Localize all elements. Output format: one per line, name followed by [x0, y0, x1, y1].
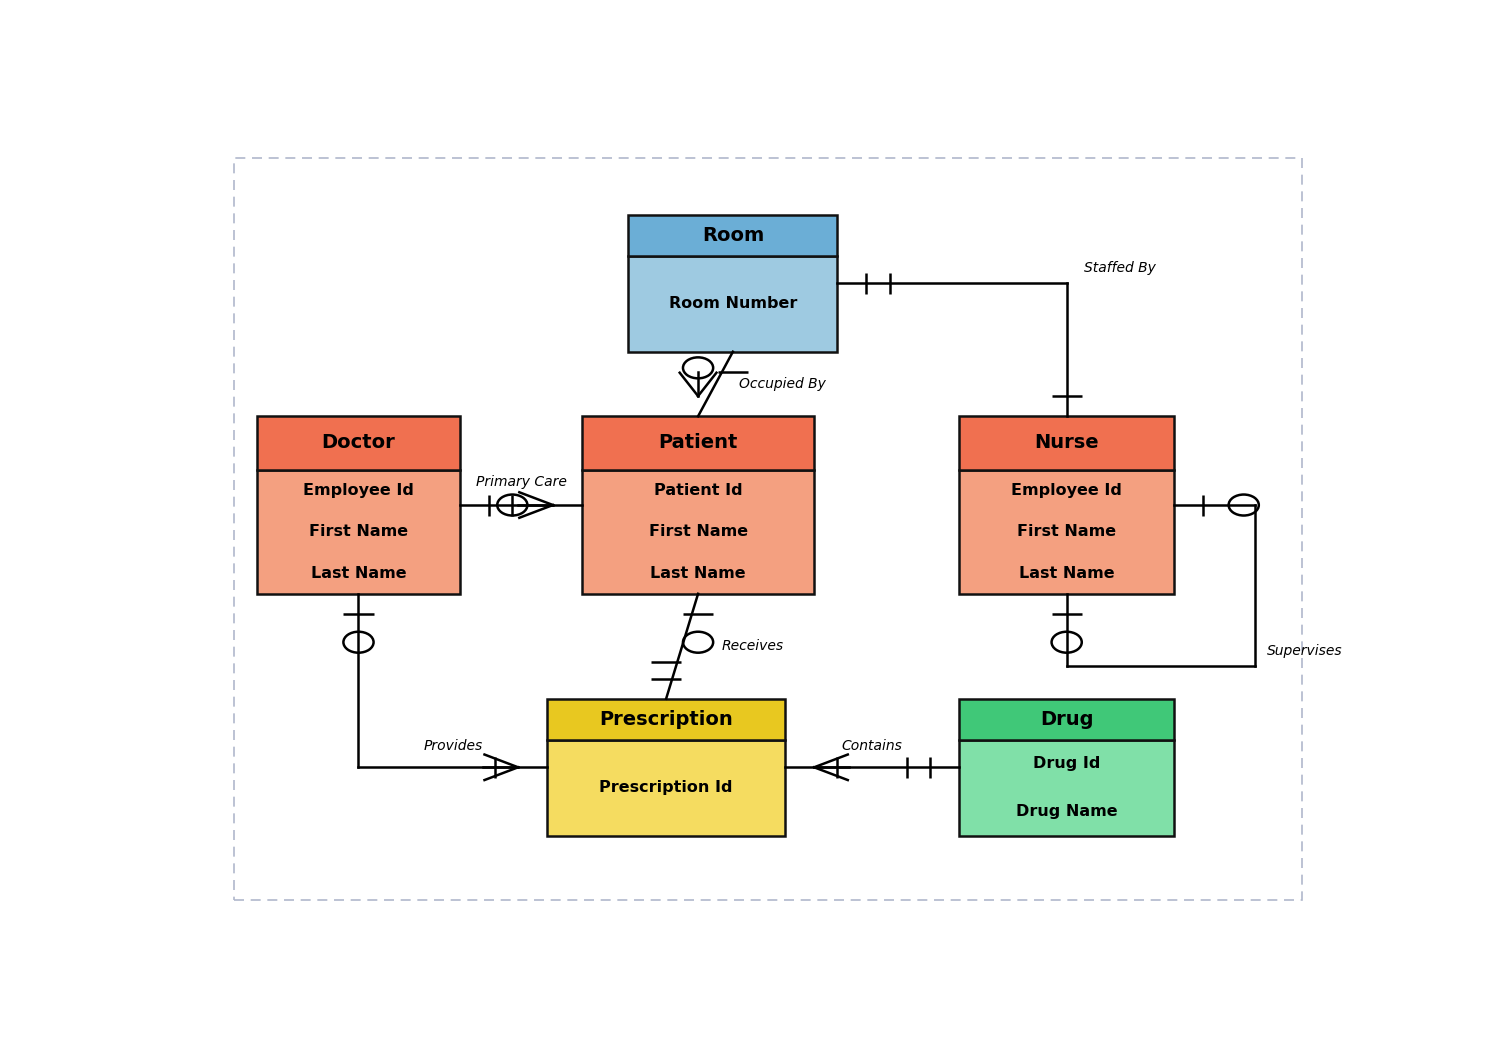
- Text: Employee Id: Employee Id: [303, 483, 413, 498]
- Text: Drug Name: Drug Name: [1016, 805, 1118, 820]
- Text: Last Name: Last Name: [650, 566, 746, 581]
- Text: First Name: First Name: [1017, 524, 1116, 539]
- Bar: [629, 256, 837, 352]
- Text: First Name: First Name: [649, 524, 748, 539]
- Text: Drug Id: Drug Id: [1034, 757, 1101, 771]
- Text: Last Name: Last Name: [1019, 566, 1115, 581]
- Bar: [959, 699, 1174, 740]
- Text: Patient Id: Patient Id: [653, 483, 743, 498]
- Bar: [581, 416, 815, 470]
- Bar: [959, 416, 1174, 470]
- Bar: [258, 470, 460, 594]
- Text: Nurse: Nurse: [1034, 434, 1100, 453]
- Text: Prescription: Prescription: [599, 709, 733, 728]
- Text: Staffed By: Staffed By: [1085, 261, 1156, 275]
- Text: Receives: Receives: [722, 639, 783, 653]
- Bar: [547, 740, 785, 836]
- Text: Occupied By: Occupied By: [739, 377, 825, 391]
- Bar: [629, 215, 837, 256]
- Text: Primary Care: Primary Care: [475, 475, 566, 488]
- Text: Drug: Drug: [1040, 709, 1094, 728]
- Text: Doctor: Doctor: [322, 434, 395, 453]
- Text: Last Name: Last Name: [310, 566, 406, 581]
- Text: Provides: Provides: [424, 739, 482, 752]
- Text: Employee Id: Employee Id: [1011, 483, 1122, 498]
- Bar: [959, 470, 1174, 594]
- Text: First Name: First Name: [309, 524, 407, 539]
- Bar: [547, 699, 785, 740]
- Bar: [258, 416, 460, 470]
- Bar: [959, 740, 1174, 836]
- Text: Room: Room: [701, 225, 764, 244]
- Text: Room Number: Room Number: [668, 297, 797, 311]
- Text: Supervises: Supervises: [1267, 645, 1342, 658]
- Text: Contains: Contains: [842, 739, 903, 752]
- Text: Patient: Patient: [659, 434, 737, 453]
- Text: Prescription Id: Prescription Id: [599, 781, 733, 795]
- Bar: [581, 470, 815, 594]
